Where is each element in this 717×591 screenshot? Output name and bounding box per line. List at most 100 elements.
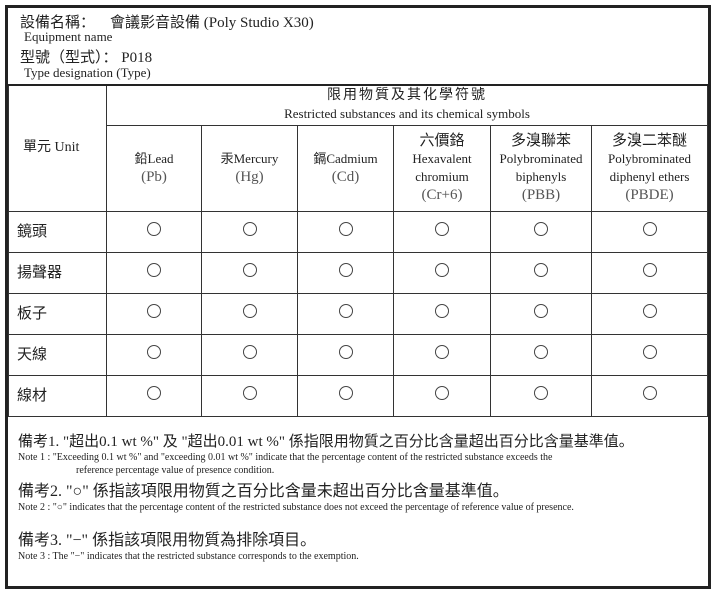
table-row: 天線 bbox=[8, 333, 708, 376]
column-symbol: (Hg) bbox=[235, 169, 264, 185]
circle-mark-icon bbox=[338, 222, 353, 236]
circle-mark-icon bbox=[338, 263, 353, 277]
circle-mark-icon bbox=[147, 222, 161, 236]
row-unit: 板子 bbox=[8, 292, 107, 335]
substance-cell bbox=[490, 251, 592, 294]
circle-mark-icon bbox=[642, 345, 657, 359]
substance-cell bbox=[393, 333, 491, 376]
circle-mark-icon bbox=[534, 222, 548, 236]
circle-mark-icon bbox=[642, 304, 657, 318]
column-header-2: 鎘Cadmium (Cd) bbox=[297, 124, 394, 212]
circle-mark-icon bbox=[338, 345, 353, 359]
column-name: Hexavalent chromium bbox=[412, 151, 472, 184]
substance-cell bbox=[393, 251, 491, 294]
circle-mark-icon bbox=[147, 345, 161, 359]
column-header-3: 六價鉻 Hexavalent chromium (Cr+6) bbox=[393, 124, 491, 212]
substance-cell bbox=[591, 251, 708, 294]
substance-cell bbox=[490, 292, 592, 335]
note-1-en: Note 1 : "Exceeding 0.1 wt %" and "excee… bbox=[18, 452, 553, 463]
column-zh: 六價鉻 bbox=[419, 133, 465, 149]
substance-cell bbox=[201, 374, 298, 417]
circle-mark-icon bbox=[642, 263, 657, 277]
column-header-1: 汞Mercury (Hg) bbox=[201, 124, 298, 212]
declaration-frame: 設備名稱： 會議影音設備 (Poly Studio X30) Equipment… bbox=[5, 5, 711, 589]
circle-mark-icon bbox=[242, 263, 257, 277]
group-header-en: Restricted substances and its chemical s… bbox=[284, 106, 530, 122]
substance-cell bbox=[591, 374, 708, 417]
substance-cell bbox=[297, 210, 394, 253]
circle-mark-icon bbox=[338, 386, 353, 400]
substance-cell bbox=[106, 333, 202, 376]
substance-cell bbox=[393, 210, 491, 253]
circle-mark-icon bbox=[642, 222, 657, 236]
column-header-4: 多溴聯苯 Polybrominated biphenyls (PBB) bbox=[490, 124, 592, 212]
substance-cell bbox=[393, 292, 491, 335]
column-symbol: (Cd) bbox=[331, 169, 360, 185]
circle-mark-icon bbox=[242, 304, 257, 318]
substance-cell bbox=[297, 251, 394, 294]
column-symbol: (Cr+6) bbox=[421, 187, 463, 203]
substance-cell bbox=[490, 374, 592, 417]
circle-mark-icon bbox=[435, 304, 449, 318]
type-label-zh: 型號（型式）： bbox=[20, 50, 118, 66]
substance-cell bbox=[393, 374, 491, 417]
table-row: 板子 bbox=[8, 292, 708, 335]
type-line: 型號（型式）： P018 bbox=[20, 46, 152, 67]
substance-cell bbox=[106, 251, 202, 294]
column-symbol: (PBDE) bbox=[625, 187, 674, 203]
note-2-en: Note 2 : "○" indicates that the percenta… bbox=[18, 502, 574, 513]
equipment-value: 會議影音設備 (Poly Studio X30) bbox=[110, 15, 314, 31]
column-symbol: (PBB) bbox=[521, 187, 561, 203]
note-1-zh: 備考1. "超出0.1 wt %" 及 "超出0.01 wt %" 係指限用物質… bbox=[18, 434, 634, 450]
column-name: 鉛Lead bbox=[134, 151, 174, 166]
substance-cell bbox=[297, 374, 394, 417]
group-header-zh: 限用物質及其化學符號 bbox=[327, 88, 487, 104]
row-unit: 揚聲器 bbox=[8, 251, 107, 294]
substance-cell bbox=[201, 210, 298, 253]
unit-header: 單元 Unit bbox=[8, 84, 107, 212]
substance-cell bbox=[591, 292, 708, 335]
circle-mark-icon bbox=[242, 222, 257, 236]
row-unit: 鏡頭 bbox=[8, 210, 107, 253]
note-2-zh: 備考2. "○" 係指該項限用物質之百分比含量未超出百分比含量基準值。 bbox=[18, 483, 509, 500]
circle-mark-icon bbox=[534, 345, 548, 359]
column-header-0: 鉛Lead (Pb) bbox=[106, 124, 202, 212]
circle-mark-icon bbox=[435, 386, 449, 400]
column-header-5: 多溴二苯醚 Polybrominated diphenyl ethers (PBDE… bbox=[591, 124, 708, 212]
column-name: 鎘Cadmium bbox=[313, 151, 378, 166]
type-label-en: Type designation (Type) bbox=[24, 65, 151, 80]
circle-mark-icon bbox=[435, 263, 449, 277]
circle-mark-icon bbox=[435, 345, 449, 359]
substance-cell bbox=[106, 292, 202, 335]
substance-cell bbox=[201, 251, 298, 294]
circle-mark-icon bbox=[534, 304, 548, 318]
substance-cell bbox=[490, 333, 592, 376]
circle-mark-icon bbox=[534, 386, 548, 400]
column-name: Polybrominated diphenyl ethers bbox=[607, 151, 692, 184]
circle-mark-icon bbox=[534, 263, 548, 277]
circle-mark-icon bbox=[435, 222, 449, 236]
substance-cell bbox=[201, 292, 298, 335]
type-value: P018 bbox=[121, 50, 153, 66]
circle-mark-icon bbox=[242, 345, 257, 359]
column-symbol: (Pb) bbox=[141, 169, 167, 185]
substance-cell bbox=[201, 333, 298, 376]
table-row: 揚聲器 bbox=[8, 251, 708, 294]
substance-cell bbox=[591, 333, 708, 376]
substance-cell bbox=[297, 333, 394, 376]
column-zh: 多溴聯苯 bbox=[510, 133, 571, 149]
substance-cell bbox=[106, 210, 202, 253]
note-3-en: Note 3 : The "−" indicates that the rest… bbox=[18, 551, 359, 562]
note-3-zh: 備考3. "−" 係指該項限用物質為排除項目。 bbox=[18, 532, 317, 549]
circle-mark-icon bbox=[147, 263, 161, 277]
row-unit: 線材 bbox=[8, 374, 107, 417]
restricted-substances-table: 單元 Unit 限用物質及其化學符號 Restricted substances… bbox=[8, 84, 708, 417]
circle-mark-icon bbox=[147, 304, 161, 318]
column-zh: 多溴二苯醚 bbox=[611, 133, 687, 149]
table-row: 鏡頭 bbox=[8, 210, 708, 253]
substance-cell bbox=[490, 210, 592, 253]
equipment-label-en: Equipment name bbox=[24, 29, 113, 44]
substance-cell bbox=[591, 210, 708, 253]
table-row: 線材 bbox=[8, 374, 708, 417]
